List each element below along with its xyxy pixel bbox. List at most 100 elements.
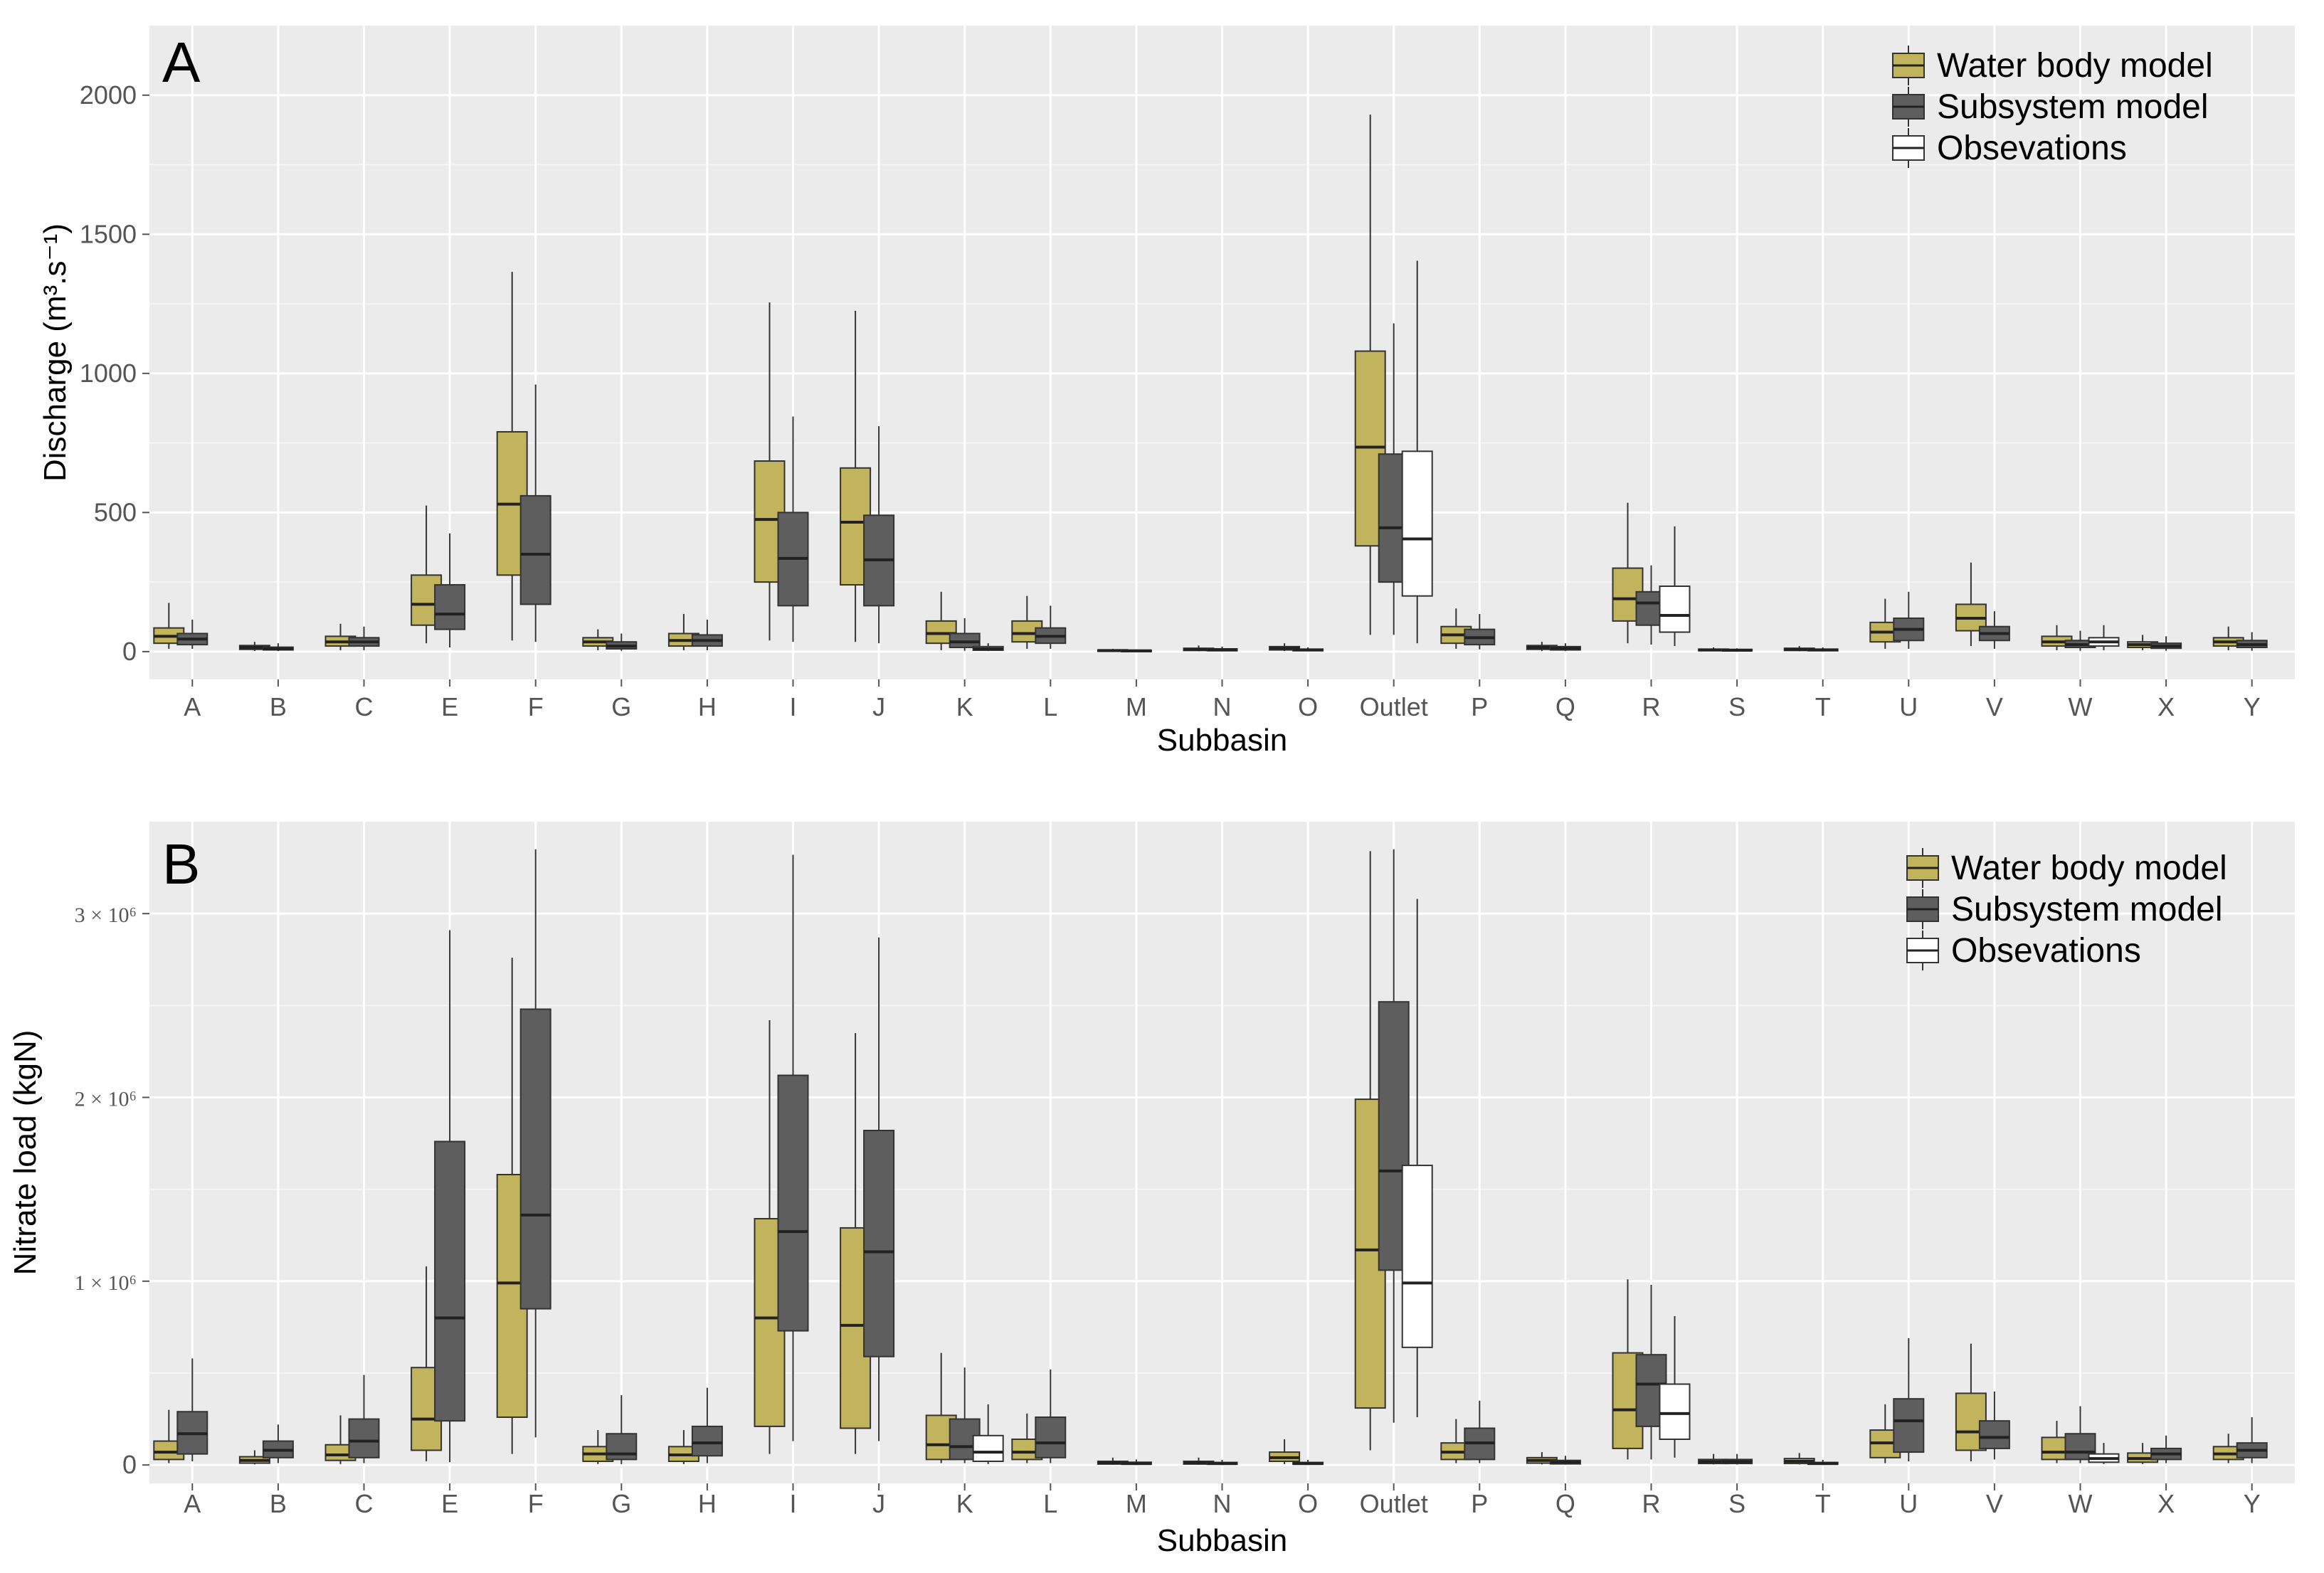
panel-a-legend-key-obsevations xyxy=(1892,128,1925,168)
panel-b-x-tick-label-w: W xyxy=(2069,1489,2093,1518)
panel-b-box-o-subsystem-model xyxy=(1292,1459,1324,1466)
panel-b-x-tick-label-i: I xyxy=(789,1489,796,1518)
panel-b-box-body xyxy=(434,1140,466,1422)
panel-a-discharge-chart: 0 500 1000 1500 2000 A B C E F G H I J K L M N O Outlet P Q R S… xyxy=(38,26,2295,758)
panel-b-x-tick-label-k: K xyxy=(956,1489,973,1518)
panel-a-x-tick-label-n: N xyxy=(1213,692,1232,721)
panel-b-x-tick-label-u: U xyxy=(1899,1489,1918,1518)
panel-a-x-tick-label-j: J xyxy=(872,692,885,721)
panel-b-box-i-subsystem-model xyxy=(777,854,809,1441)
panel-b-x-tick-label-q: Q xyxy=(1556,1489,1575,1518)
panel-b-legend-key-subsystem-model xyxy=(1906,889,1939,929)
panel-b-x-tick-label-p: P xyxy=(1471,1489,1488,1518)
panel-a-x-tick-label-l: L xyxy=(1043,692,1057,721)
panel-a-x-tick-label-m: M xyxy=(1126,692,1147,721)
panel-a-box-a-water-body-model xyxy=(153,603,185,649)
panel-b-box-t-subsystem-model xyxy=(1807,1459,1839,1466)
panel-a-box-u-subsystem-model xyxy=(1893,591,1925,649)
panel-b-y-tick-label: 2 × 10⁶ xyxy=(75,1088,137,1111)
panel-b-x-tick-label-s: S xyxy=(1728,1489,1745,1518)
panel-a-label: A xyxy=(162,31,201,94)
panel-b-box-s-subsystem-model xyxy=(1721,1453,1753,1465)
panel-a-box-b-subsystem-model xyxy=(262,643,294,652)
panel-b-x-tick-label-j: J xyxy=(872,1489,885,1518)
panel-a-x-tick-label-f: F xyxy=(528,692,544,721)
panel-b-x-tick-label-g: G xyxy=(611,1489,631,1518)
panel-a-box-h-water-body-model xyxy=(667,614,699,650)
panel-b-box-t-water-body-model xyxy=(1783,1453,1815,1465)
panel-b-box-l-subsystem-model xyxy=(1035,1369,1067,1463)
panel-b-box-body xyxy=(1978,1420,2010,1449)
panel-a-x-tick-label-w: W xyxy=(2069,692,2093,721)
panel-b-legend-key-water-body-model xyxy=(1906,848,1939,888)
panel-a-x-tick-label-o: O xyxy=(1298,692,1318,721)
panel-a-box-c-subsystem-model xyxy=(348,626,380,650)
panel-b-legend: Water body model Subsystem model Obsevatio… xyxy=(1906,848,2227,970)
panel-b-box-b-subsystem-model xyxy=(262,1424,294,1463)
panel-b-x-axis-title: Subbasin xyxy=(1157,1523,1287,1558)
panel-b-box-h-subsystem-model xyxy=(691,1387,723,1463)
panel-b-x-tick-label-y: Y xyxy=(2244,1489,2261,1518)
panel-a-box-j-subsystem-model xyxy=(863,426,895,644)
panel-a-box-q-subsystem-model xyxy=(1549,643,1581,652)
panel-b-box-a-subsystem-model xyxy=(176,1358,208,1461)
panel-a-legend-key-water-body-model xyxy=(1892,46,1925,85)
panel-b-x-tick-label-f: F xyxy=(528,1489,544,1518)
panel-b-box-body xyxy=(1035,1416,1067,1458)
panel-a-x-tick-label-r: R xyxy=(1642,692,1661,721)
panel-b-box-g-subsystem-model xyxy=(606,1395,638,1464)
panel-a-box-i-subsystem-model xyxy=(777,416,809,642)
panel-b-x-tick-label-n: N xyxy=(1213,1489,1232,1518)
panel-a-x-tick-label-u: U xyxy=(1899,692,1918,721)
panel-b-box-u-subsystem-model xyxy=(1893,1338,1925,1461)
panel-a-box-body xyxy=(434,584,466,630)
panel-a-box-body xyxy=(519,494,551,605)
panel-a-box-o-water-body-model xyxy=(1269,643,1301,652)
panel-b-box-o-water-body-model xyxy=(1269,1439,1301,1464)
panel-a-box-g-subsystem-model xyxy=(606,633,638,651)
panel-b-box-body xyxy=(606,1433,638,1461)
panel-b-box-body xyxy=(1401,1165,1433,1348)
panel-a-legend-label-water-body-model: Water body model xyxy=(1937,47,2213,85)
panel-a-legend-key-subsystem-model xyxy=(1892,87,1925,127)
panel-b-x-tick-label-c: C xyxy=(355,1489,374,1518)
panel-a-box-body xyxy=(1401,450,1433,597)
panel-b-box-body xyxy=(1893,1398,1925,1453)
panel-b-legend-label-subsystem-model: Subsystem model xyxy=(1951,891,2223,928)
panel-b-box-w-subsystem-model xyxy=(2064,1406,2096,1463)
panel-b-box-x-subsystem-model xyxy=(2150,1435,2182,1463)
panel-a-x-axis-title: Subbasin xyxy=(1157,723,1287,758)
panel-b-x-tick-label-outlet: Outlet xyxy=(1360,1489,1428,1518)
panel-b-box-m-subsystem-model xyxy=(1120,1459,1152,1466)
panel-a-box-n-subsystem-model xyxy=(1206,646,1238,652)
panel-a-box-outlet-obsevations xyxy=(1401,260,1433,644)
panel-b-box-f-subsystem-model xyxy=(519,849,551,1438)
panel-a-box-e-subsystem-model xyxy=(434,533,466,648)
panel-b-nitrate-chart: 0 1 × 10⁶ 2 × 10⁶ 3 × 10⁶ A B C E F G H I J K L M N O Outl… xyxy=(8,822,2295,1558)
panel-a-x-tick-label-c: C xyxy=(355,692,374,721)
panel-a-legend-label-obsevations: Obsevations xyxy=(1937,129,2127,167)
panel-b-x-tick-label-a: A xyxy=(184,1489,201,1518)
panel-b-box-n-subsystem-model xyxy=(1206,1459,1238,1466)
panel-b-box-body xyxy=(972,1434,1004,1463)
panel-a-box-k-water-body-model xyxy=(925,591,957,650)
panel-b-box-q-subsystem-model xyxy=(1549,1456,1581,1465)
panel-a-x-tick-label-i: I xyxy=(789,692,796,721)
panel-b-y-tick-label: 3 × 10⁶ xyxy=(75,904,137,927)
panel-b-x-tick-label-v: V xyxy=(1986,1489,2003,1518)
panel-b-x-tick-label-l: L xyxy=(1043,1489,1057,1518)
panel-a-box-p-subsystem-model xyxy=(1464,614,1496,650)
panel-a-box-w-obsevations xyxy=(2088,625,2120,650)
panel-a-box-a-subsystem-model xyxy=(176,619,208,649)
panel-a-x-tick-label-outlet: Outlet xyxy=(1360,692,1428,721)
panel-b-box-body xyxy=(863,1130,895,1357)
panel-a-box-m-subsystem-model xyxy=(1120,649,1152,652)
panel-b-box-j-subsystem-model xyxy=(863,937,895,1441)
panel-b-x-tick-label-m: M xyxy=(1126,1489,1147,1518)
panel-a-x-tick-label-x: X xyxy=(2157,692,2175,721)
panel-b-label: B xyxy=(162,832,200,896)
panel-a-x-tick-label-v: V xyxy=(1986,692,2003,721)
panel-a-box-v-subsystem-model xyxy=(1978,611,2010,649)
panel-a-x-tick-label-a: A xyxy=(184,692,201,721)
panel-a-y-tick-label: 0 xyxy=(122,637,137,666)
